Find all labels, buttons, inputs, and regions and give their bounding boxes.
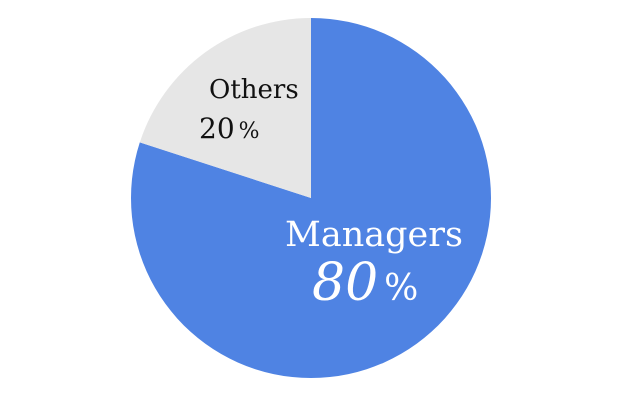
pie-slice-managers <box>131 18 492 379</box>
value-others-unit: % <box>239 119 260 144</box>
pie-slice-others <box>139 18 311 198</box>
slice-value-managers: 80% <box>312 253 418 313</box>
slice-label-others: Others <box>209 75 299 105</box>
slice-label-managers: Managers <box>285 215 463 255</box>
value-managers-unit: % <box>384 268 418 309</box>
slice-value-others: 20% <box>199 112 260 145</box>
value-managers-number: 80 <box>312 253 378 313</box>
value-others-number: 20 <box>199 112 235 145</box>
